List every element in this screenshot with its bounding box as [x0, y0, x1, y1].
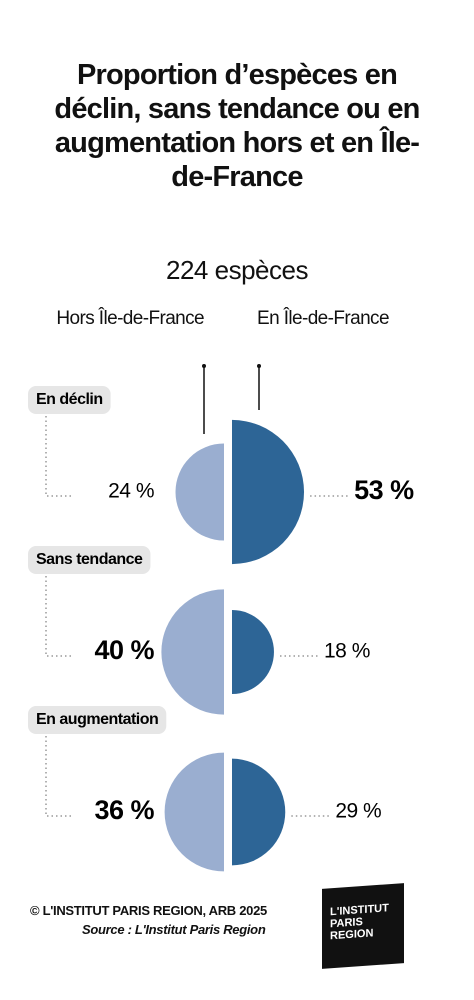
- chart-title: Proportion d’espèces en déclin, sans ten…: [54, 59, 420, 193]
- semicircle: [232, 758, 286, 866]
- category-label: En déclin: [36, 391, 103, 408]
- semicircle: [232, 609, 274, 695]
- category-pill: [28, 386, 111, 414]
- logo-text: L'INSTITUT PARIS REGION: [330, 902, 389, 943]
- source: Source : L'Institut Paris Region: [82, 922, 266, 937]
- leader-line: [45, 416, 74, 497]
- leader-line: [45, 736, 74, 817]
- leader-line: [45, 576, 74, 657]
- pointer-tip: [257, 364, 261, 368]
- chart-subtitle: 224 espèces: [166, 255, 308, 285]
- semicircle: [164, 752, 224, 872]
- value-label: 29 %: [335, 800, 381, 823]
- category-label: Sans tendance: [36, 551, 143, 568]
- category-pill: [28, 546, 151, 574]
- value-label: 18 %: [324, 640, 370, 663]
- category-pill: [28, 706, 167, 734]
- value-label: 24 %: [108, 480, 154, 503]
- value-label: 36 %: [94, 795, 154, 825]
- legend-entry: En Île-de-France: [257, 308, 390, 329]
- logo: L'INSTITUT PARIS REGION: [322, 883, 404, 969]
- value-label: 40 %: [94, 635, 154, 665]
- semicircle: [232, 419, 305, 565]
- legend-entry: Hors Île-de-France: [56, 308, 204, 329]
- semicircle: [175, 443, 224, 541]
- credit: © L'INSTITUT PARIS REGION, ARB 2025: [30, 903, 267, 918]
- pointer-tip: [202, 364, 206, 368]
- category-label: En augmentation: [36, 711, 158, 728]
- value-label: 53 %: [354, 475, 414, 505]
- semicircle: [161, 589, 224, 715]
